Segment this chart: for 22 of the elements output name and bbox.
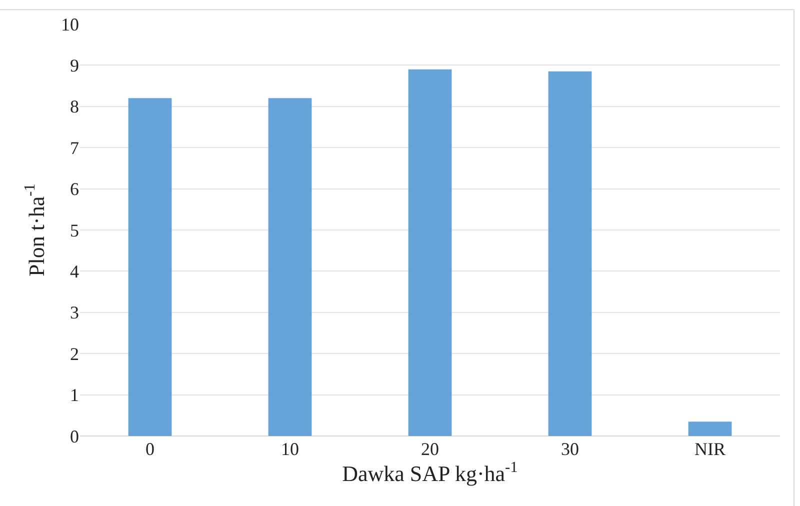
y-tick-label: 6 — [70, 179, 79, 200]
bar — [688, 422, 732, 436]
y-tick-label: 4 — [70, 262, 79, 282]
y-tick-label: 3 — [70, 302, 79, 323]
x-tick-label: NIR — [694, 439, 726, 459]
y-tick-label: 0 — [70, 426, 79, 446]
y-tick-label: 9 — [70, 56, 79, 76]
y-tick-label: 5 — [70, 220, 79, 240]
y-tick-label: 10 — [61, 14, 79, 34]
bar — [408, 69, 452, 436]
x-tick-label: 10 — [281, 439, 299, 459]
bar — [268, 98, 312, 436]
y-tick-label: 7 — [70, 138, 79, 158]
x-axis-title: Dawka SAP kg·ha$^{-1}$ — [342, 459, 518, 486]
x-tick-label: 0 — [146, 439, 154, 459]
y-tick-label: 2 — [70, 344, 79, 364]
x-tick-label: 30 — [561, 439, 579, 459]
x-tick-label: 20 — [421, 439, 439, 459]
y-tick-label: 8 — [70, 96, 79, 117]
y-tick-label: 1 — [70, 385, 79, 406]
bar — [548, 71, 592, 436]
bar — [128, 98, 172, 436]
